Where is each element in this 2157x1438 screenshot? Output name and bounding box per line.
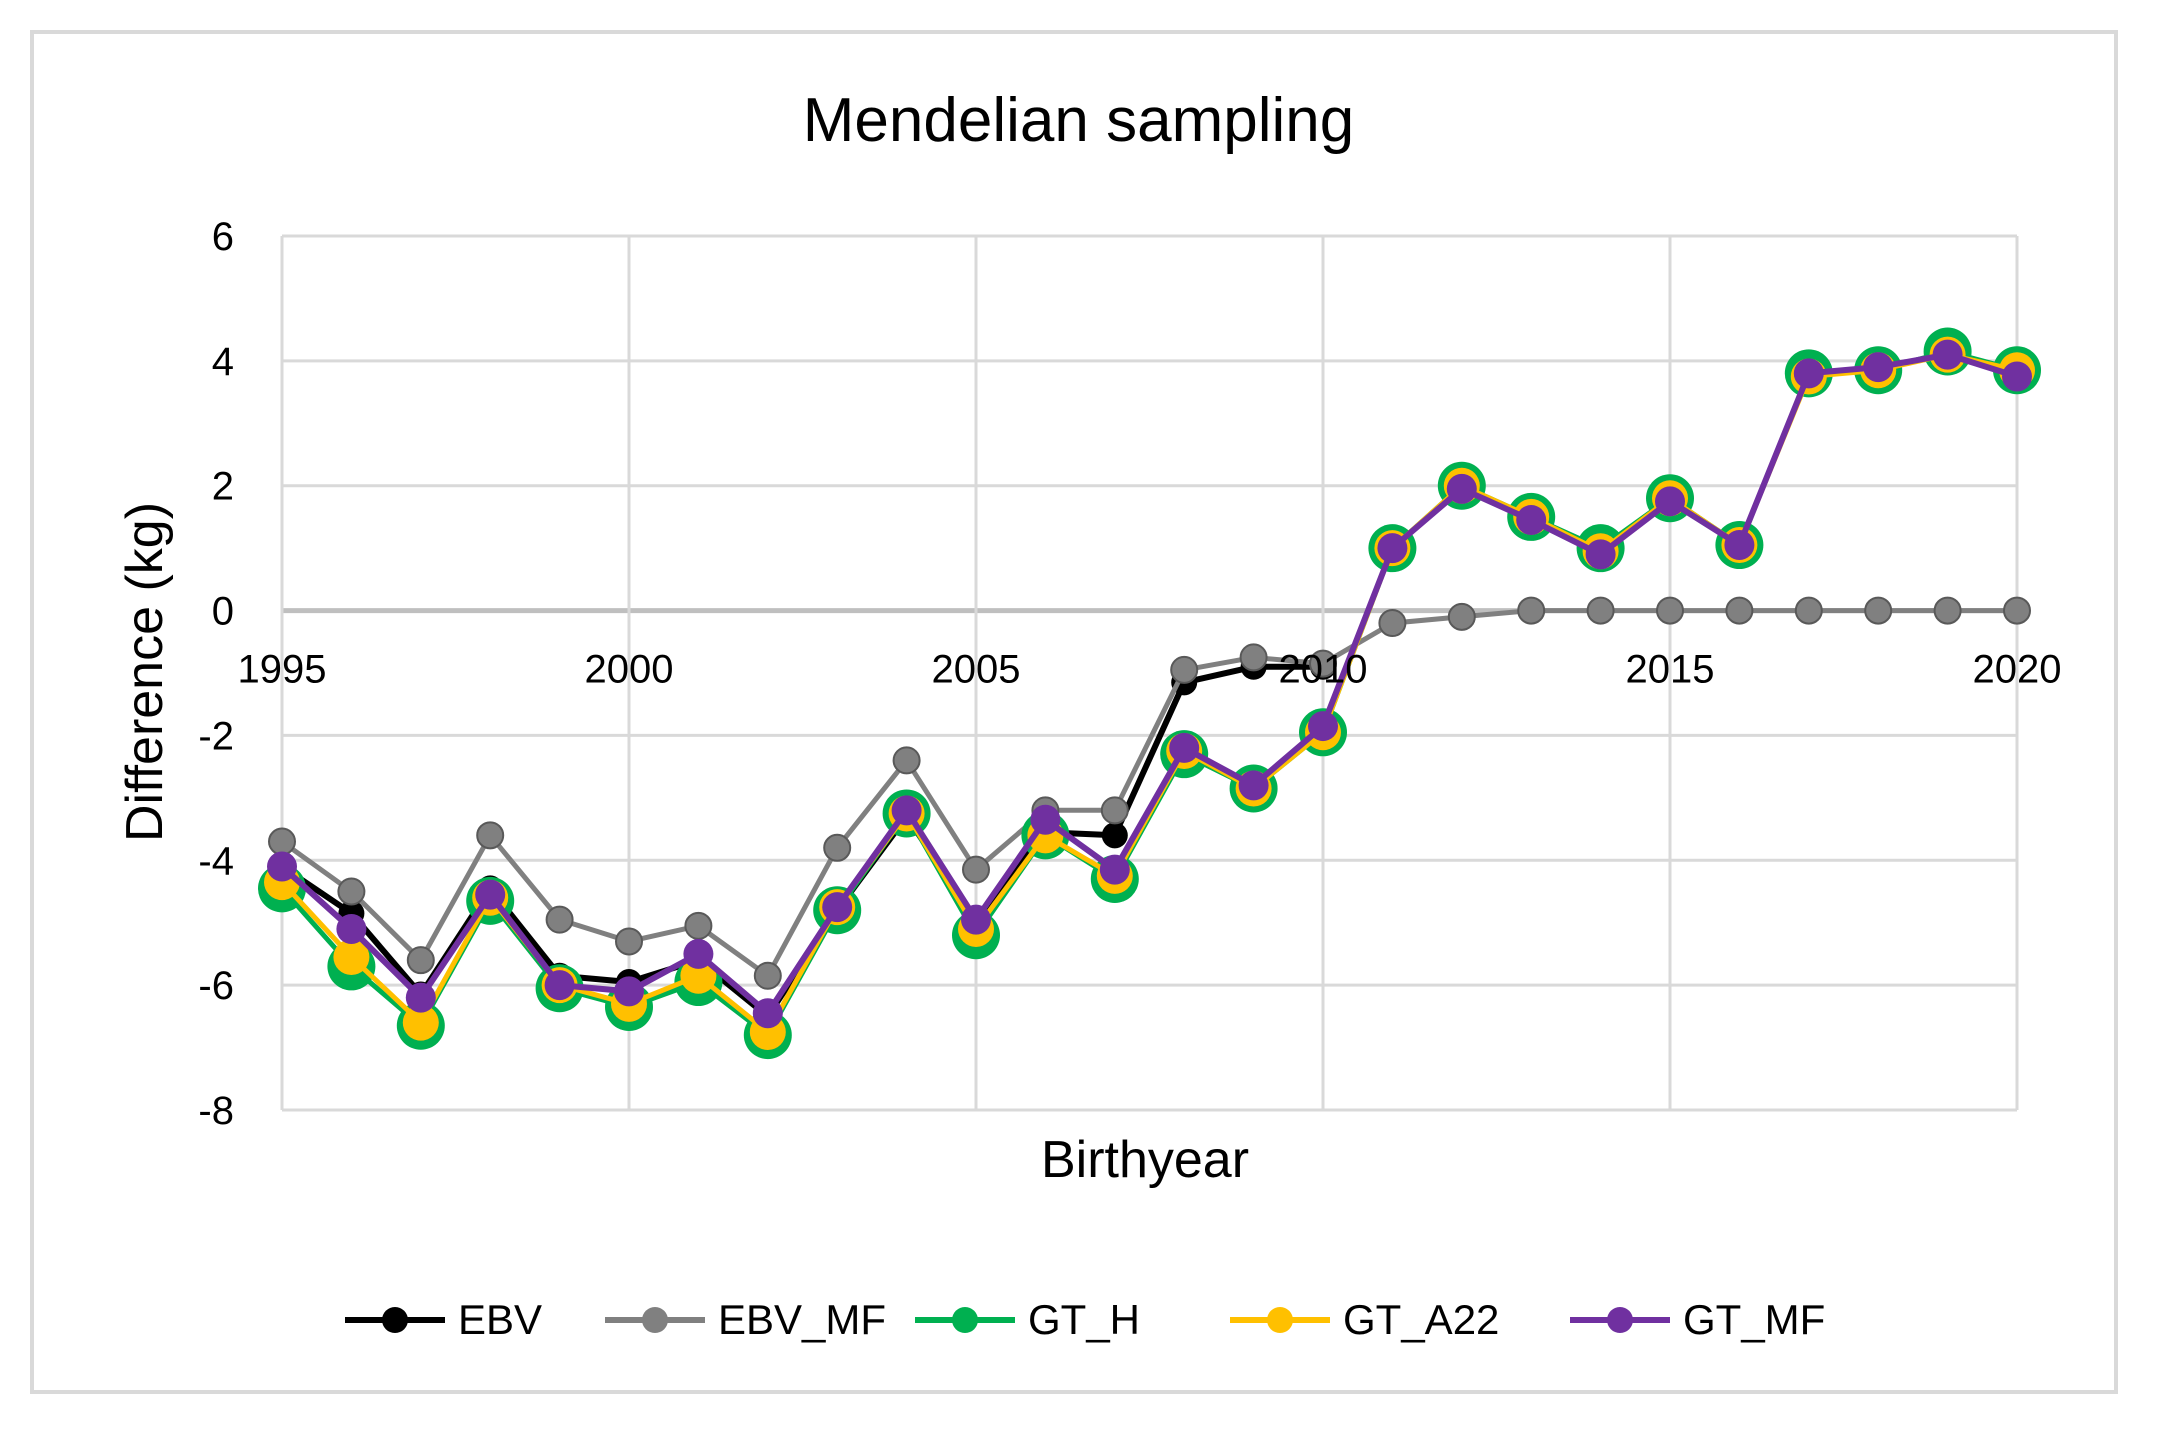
x-tick-label: 2020 [1973,648,2062,692]
data-point-ebv_mf [1239,643,1268,672]
data-point-gt_mf [1585,539,1616,570]
data-point-gt_a22 [333,939,370,976]
y-tick-label: 2 [212,465,234,509]
data-point-ebv [1101,822,1128,849]
data-point-gt_mf [405,982,436,1013]
legend-label: GT_A22 [1343,1296,1500,1343]
y-tick-label: 0 [212,590,234,634]
data-point-gt_mf [752,998,783,1029]
data-point-gt_mf [961,904,991,935]
y-tick-label: -4 [198,839,234,883]
data-point-gt_mf [683,938,714,969]
data-point-gt_mf [1516,505,1547,536]
data-point-gt_mf [1169,732,1200,763]
legend-label: EBV [458,1296,543,1343]
legend-label: EBV_MF [718,1296,887,1343]
series-line-gt_h [280,349,2018,1038]
data-point-gt_mf [336,913,367,944]
x-tick-label: 2005 [932,648,1021,692]
data-point-gt_mf [267,851,297,882]
data-point-ebv_mf [1933,596,1962,625]
legend-label: GT_MF [1683,1296,1826,1343]
data-point-ebv_mf [962,855,990,884]
data-point-ebv_mf [545,905,574,934]
data-point-gt_a22 [680,957,717,994]
data-point-ebv_mf [406,946,435,975]
legend-swatch [605,1307,705,1333]
legend-item-gt_mf: GT_MF [1565,1285,1825,1355]
data-point-gt_mf [1238,770,1269,801]
data-point-ebv_mf [1447,602,1476,631]
y-tick-label: -2 [198,714,234,758]
data-point-gt_mf [1863,352,1894,383]
data-point-gt_mf [1446,473,1477,504]
legend: EBV EBV_MF GT_H GT_A22 GT_MF [0,1285,2157,1355]
y-tick-label: -8 [198,1089,234,1133]
data-point-ebv_mf [1378,609,1407,638]
series-line-gt_a22 [280,352,2018,1035]
data-point-gt_a22 [402,1004,439,1041]
legend-swatch [345,1307,445,1333]
data-point-gt_mf [2002,361,2032,392]
data-point-ebv_mf [684,911,713,940]
data-point-ebv_mf [268,827,296,856]
data-point-ebv_mf [892,746,921,775]
data-point-ebv_mf [1170,655,1199,684]
data-point-ebv_mf [1794,596,1823,625]
data-point-gt_mf [475,879,506,910]
data-point-ebv_mf [1656,596,1684,625]
data-point-ebv_mf [2003,596,2031,625]
data-point-ebv_mf [1864,596,1893,625]
legend-item-gt_a22: GT_A22 [1225,1285,1499,1355]
data-point-gt_mf [1655,486,1685,517]
y-tick-label: 4 [212,340,234,384]
x-tick-label: 1995 [238,648,327,692]
legend-swatch [1230,1307,1330,1333]
series-line-ebv_mf [280,608,2017,979]
data-point-ebv_mf [1309,649,1337,678]
data-point-gt_mf [1308,711,1338,742]
data-point-ebv_mf [337,877,366,906]
data-point-ebv_mf [753,961,782,990]
chart-title: Mendelian sampling [802,86,1355,155]
data-point-gt_mf [1724,530,1755,561]
data-point-ebv_mf [1517,596,1546,625]
data-point-ebv_mf [476,821,505,850]
x-tick-label: 2015 [1626,648,1715,692]
data-point-ebv_mf [1725,596,1754,625]
chart-frame [30,30,2118,1394]
y-tick-label: 6 [212,215,234,259]
legend-label: GT_H [1028,1296,1141,1343]
data-point-gt_mf [544,970,575,1001]
data-point-ebv_mf [1586,596,1615,625]
legend-swatch [1570,1307,1670,1333]
legend-item-gt_h: GT_H [910,1285,1140,1355]
data-point-gt_mf [1030,804,1061,835]
data-point-gt_mf [891,795,922,826]
data-point-ebv_mf [1100,796,1129,825]
data-point-gt_mf [1793,358,1824,389]
x-tick-label: 2000 [585,648,674,692]
data-point-ebv_mf [823,833,852,862]
data-point-gt_mf [822,892,853,923]
data-point-gt_mf [1377,533,1408,564]
legend-item-ebv_mf: EBV_MF [600,1285,886,1355]
data-point-gt_mf [1099,854,1130,885]
data-point-gt_mf [614,976,644,1007]
data-point-gt_mf [1932,339,1963,370]
x-axis-title: Birthyear [1040,1131,1250,1189]
series-line-gt_mf [279,351,2018,1017]
x-tick-label: 2010 [1279,648,1368,692]
legend-item-ebv: EBV [340,1285,542,1355]
y-tick-label: -6 [198,964,234,1008]
data-point-ebv_mf [615,927,643,956]
legend-swatch [915,1307,1015,1333]
